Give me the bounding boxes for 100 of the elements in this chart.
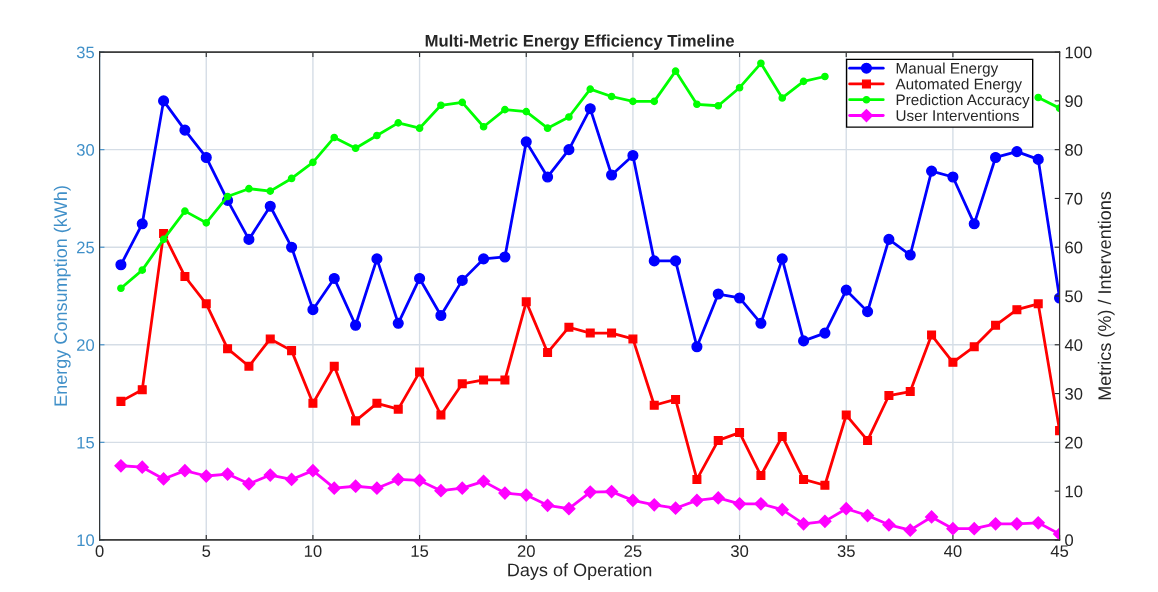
point: [905, 387, 915, 397]
point: [798, 335, 810, 347]
point: [437, 101, 445, 110]
point: [585, 328, 595, 338]
point: [114, 459, 128, 473]
point: [156, 472, 171, 486]
point: [393, 404, 403, 414]
point: [479, 122, 488, 131]
y2-tick-label: 30: [1065, 387, 1083, 400]
point: [245, 184, 253, 193]
y2-tick-label: 90: [1065, 95, 1083, 108]
point: [394, 119, 403, 127]
point: [135, 460, 149, 474]
x-tick-label: 25: [624, 545, 642, 558]
point: [138, 266, 147, 274]
point: [839, 502, 853, 516]
point: [415, 124, 424, 133]
legend-label: User Interventions: [896, 109, 1019, 121]
point: [883, 233, 895, 245]
point: [757, 59, 765, 68]
point: [562, 502, 576, 516]
point: [520, 136, 532, 148]
point: [116, 396, 126, 406]
point: [693, 100, 701, 109]
point: [201, 299, 211, 309]
point: [457, 379, 467, 389]
point: [862, 306, 874, 318]
legend-label: Automated Energy: [895, 78, 1022, 93]
point: [329, 361, 339, 371]
point: [969, 342, 979, 352]
point: [755, 317, 767, 329]
point: [778, 94, 787, 102]
legend-label: Prediction Accuracy: [896, 94, 1030, 109]
point: [136, 218, 148, 230]
point: [202, 219, 211, 227]
point: [947, 171, 959, 183]
point: [308, 398, 318, 408]
x-tick-label: 30: [730, 545, 749, 558]
point: [243, 233, 255, 245]
point: [927, 330, 937, 340]
point: [821, 72, 829, 81]
point: [351, 144, 360, 153]
point: [967, 522, 981, 536]
y2-tick-label: 70: [1065, 192, 1083, 205]
point: [586, 85, 595, 93]
point: [327, 481, 341, 495]
point: [777, 431, 787, 442]
y2-tick-label: 50: [1065, 290, 1083, 303]
point: [884, 390, 894, 401]
point: [1031, 516, 1045, 530]
point: [948, 357, 958, 367]
point: [350, 319, 362, 331]
point: [820, 480, 830, 490]
point: [796, 517, 811, 531]
point: [330, 133, 339, 142]
point: [732, 497, 747, 511]
point: [284, 472, 299, 487]
point: [456, 274, 468, 286]
y2-tick-label: 20: [1065, 436, 1083, 449]
point: [735, 83, 744, 92]
point: [926, 165, 938, 177]
point: [265, 334, 275, 344]
point: [711, 491, 725, 505]
point: [690, 493, 704, 507]
point: [115, 259, 127, 271]
point: [244, 361, 254, 371]
point: [1011, 146, 1023, 158]
point: [372, 398, 382, 408]
y2-tick-label: 80: [1065, 144, 1083, 156]
y-axis-title: Energy Consumption (kWh): [53, 186, 71, 406]
point: [266, 187, 275, 195]
point: [647, 498, 661, 512]
point: [137, 385, 147, 395]
x-tick-label: 20: [517, 545, 535, 558]
point: [1012, 305, 1022, 315]
point: [1033, 299, 1043, 309]
y2-tick-label: 40: [1064, 339, 1083, 351]
point: [882, 518, 896, 532]
x-tick-label: 10: [304, 545, 322, 558]
point: [220, 467, 235, 481]
point: [414, 272, 426, 284]
point: [391, 472, 405, 487]
point: [649, 400, 659, 410]
point: [988, 517, 1003, 531]
point: [860, 508, 875, 523]
point: [498, 486, 512, 500]
point: [756, 470, 766, 481]
point: [671, 67, 680, 75]
point: [223, 192, 232, 201]
point: [499, 251, 511, 263]
point: [670, 255, 682, 267]
point: [628, 334, 638, 344]
point: [412, 473, 427, 487]
point: [799, 77, 808, 86]
point: [500, 375, 510, 385]
point: [584, 103, 596, 115]
point: [691, 341, 703, 353]
point: [650, 97, 659, 106]
point: [181, 207, 189, 215]
point: [776, 253, 788, 265]
